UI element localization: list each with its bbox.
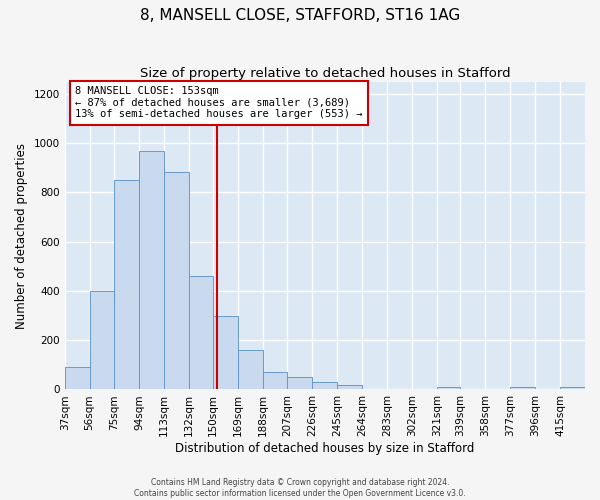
Bar	[65, 368, 89, 390]
Bar	[337, 384, 362, 390]
Text: Contains HM Land Registry data © Crown copyright and database right 2024.
Contai: Contains HM Land Registry data © Crown c…	[134, 478, 466, 498]
Text: 8 MANSELL CLOSE: 153sqm
← 87% of detached houses are smaller (3,689)
13% of semi: 8 MANSELL CLOSE: 153sqm ← 87% of detache…	[75, 86, 362, 120]
Bar	[437, 387, 460, 390]
Bar	[213, 316, 238, 390]
Y-axis label: Number of detached properties: Number of detached properties	[15, 142, 28, 328]
Bar	[263, 372, 287, 390]
Bar	[115, 180, 139, 390]
Bar	[238, 350, 263, 390]
X-axis label: Distribution of detached houses by size in Stafford: Distribution of detached houses by size …	[175, 442, 475, 455]
Title: Size of property relative to detached houses in Stafford: Size of property relative to detached ho…	[140, 68, 510, 80]
Bar	[313, 382, 337, 390]
Bar	[164, 172, 189, 390]
Bar	[89, 291, 115, 390]
Bar	[510, 387, 535, 390]
Bar	[189, 276, 213, 390]
Text: 8, MANSELL CLOSE, STAFFORD, ST16 1AG: 8, MANSELL CLOSE, STAFFORD, ST16 1AG	[140, 8, 460, 22]
Bar	[287, 377, 313, 390]
Bar	[560, 387, 585, 390]
Bar	[139, 150, 164, 390]
